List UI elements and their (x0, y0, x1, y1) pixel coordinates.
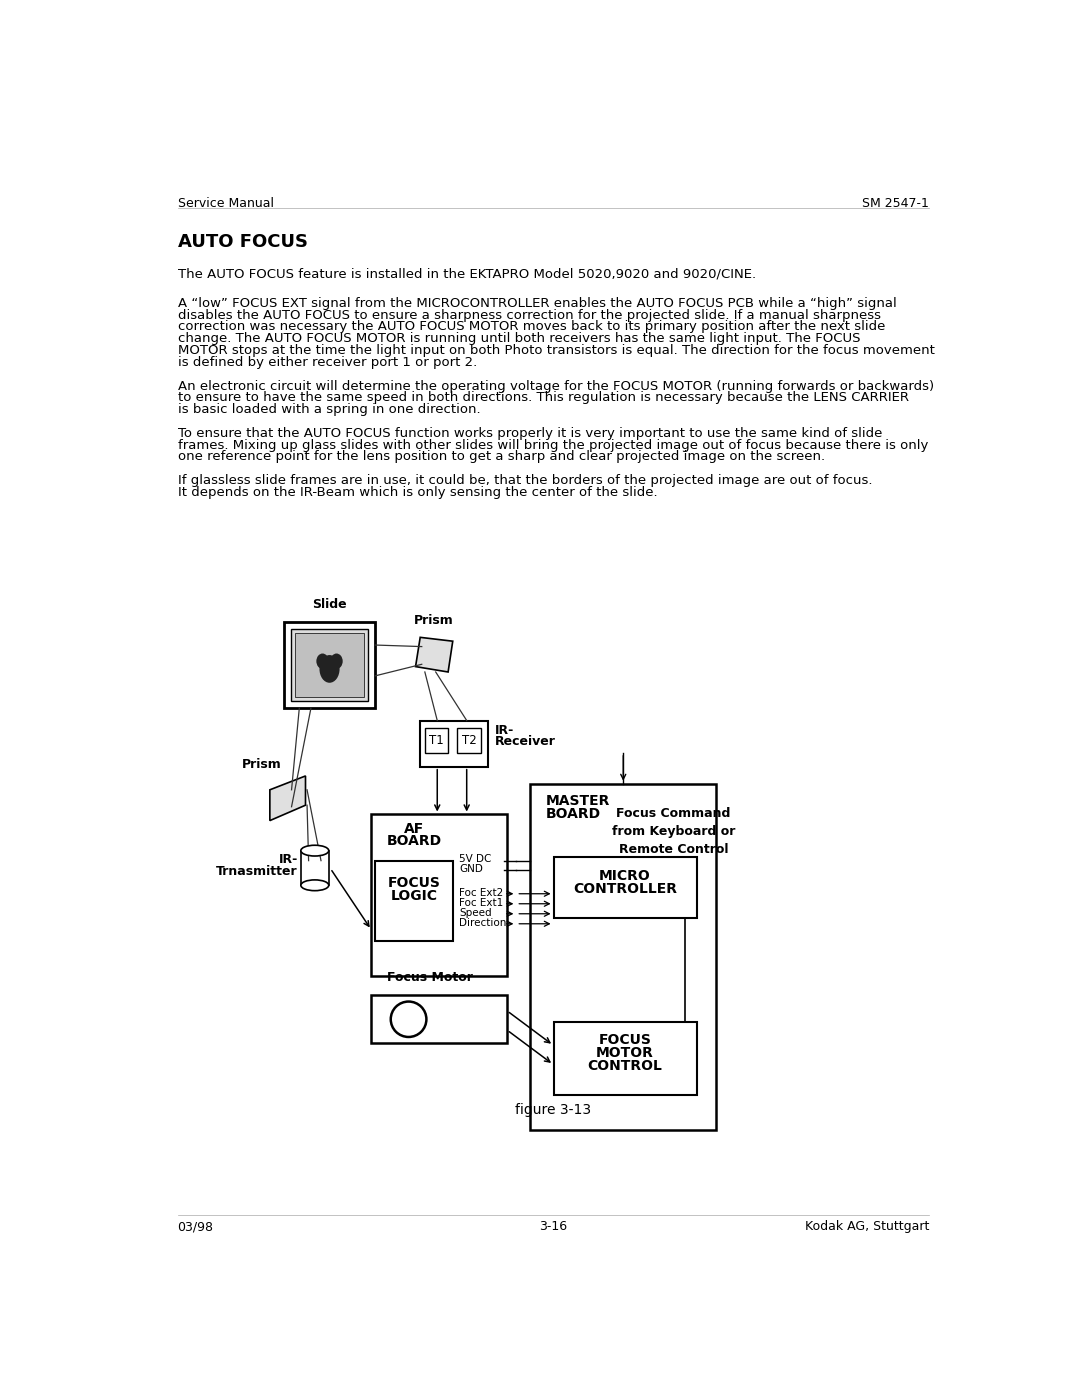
Text: AF: AF (404, 823, 424, 837)
Text: CONTROL: CONTROL (588, 1059, 662, 1073)
Text: T2: T2 (461, 733, 476, 747)
Text: M: M (400, 1010, 418, 1028)
Text: Trnasmitter: Trnasmitter (216, 865, 298, 877)
Bar (424, 728, 448, 753)
Text: BOARD: BOARD (545, 806, 600, 821)
Text: An electronic circuit will determine the operating voltage for the FOCUS MOTOR (: An electronic circuit will determine the… (177, 380, 934, 393)
Text: CONTROLLER: CONTROLLER (572, 882, 677, 897)
Text: 3-16: 3-16 (539, 1220, 568, 1234)
Text: A “low” FOCUS EXT signal from the MICROCONTROLLER enables the AUTO FOCUS PCB whi: A “low” FOCUS EXT signal from the MICROC… (177, 298, 896, 310)
Text: Service Manual: Service Manual (177, 197, 273, 210)
Text: 5V DC: 5V DC (459, 855, 491, 865)
Ellipse shape (330, 654, 342, 669)
Text: Slide: Slide (312, 598, 347, 610)
Text: Foc Ext2: Foc Ext2 (459, 887, 503, 898)
Bar (372, 996, 507, 1044)
Ellipse shape (328, 671, 337, 680)
Text: is defined by either receiver port 1 or port 2.: is defined by either receiver port 1 or … (177, 355, 477, 369)
Text: It depends on the IR-Beam which is only sensing the center of the slide.: It depends on the IR-Beam which is only … (177, 486, 658, 499)
Text: Prism: Prism (415, 613, 454, 627)
Text: Direction: Direction (459, 918, 507, 928)
Text: change. The AUTO FOCUS MOTOR is running until both receivers has the same light : change. The AUTO FOCUS MOTOR is running … (177, 332, 860, 345)
Ellipse shape (320, 655, 339, 683)
Text: Speed: Speed (459, 908, 491, 918)
Ellipse shape (316, 654, 328, 669)
Bar (530, 784, 716, 1130)
Text: to ensure to have the same speed in both directions. This regulation is necessar: to ensure to have the same speed in both… (177, 391, 908, 404)
Text: Kodak AG, Stuttgart: Kodak AG, Stuttgart (805, 1220, 930, 1234)
Text: Receiver: Receiver (495, 735, 555, 749)
Text: disables the AUTO FOCUS to ensure a sharpness correction for the projected slide: disables the AUTO FOCUS to ensure a shar… (177, 309, 880, 321)
Ellipse shape (323, 671, 330, 680)
Polygon shape (270, 775, 306, 820)
Text: FOCUS: FOCUS (388, 876, 441, 890)
Text: MASTER: MASTER (545, 795, 610, 809)
Text: FOCUS: FOCUS (598, 1034, 651, 1048)
Bar (291, 629, 368, 701)
Polygon shape (416, 637, 453, 672)
Text: MOTOR: MOTOR (596, 1046, 653, 1060)
Text: Prism: Prism (242, 759, 281, 771)
Text: Focus Command
from Keyboard or
Remote Control: Focus Command from Keyboard or Remote Co… (612, 806, 735, 856)
Text: one reference point for the lens position to get a sharp and clear projected ima: one reference point for the lens positio… (177, 450, 825, 464)
Text: Foc Ext1: Foc Ext1 (459, 898, 503, 908)
Text: LOGIC: LOGIC (391, 888, 437, 902)
Bar (554, 1023, 697, 1095)
Text: Focus Motor: Focus Motor (387, 971, 472, 983)
Text: correction was necessary the AUTO FOCUS MOTOR moves back to its primary position: correction was necessary the AUTO FOCUS … (177, 320, 885, 334)
Bar (375, 861, 453, 942)
Text: BOARD: BOARD (387, 834, 442, 848)
Text: 03/98: 03/98 (177, 1220, 214, 1234)
Ellipse shape (301, 845, 328, 856)
Circle shape (391, 1002, 427, 1037)
Text: MOTOR stops at the time the light input on both Photo transistors is equal. The : MOTOR stops at the time the light input … (177, 344, 934, 356)
Bar (284, 622, 375, 708)
Bar (554, 856, 697, 918)
Text: AUTO FOCUS: AUTO FOCUS (177, 233, 308, 251)
Bar (372, 814, 507, 977)
Text: IR-: IR- (279, 852, 298, 866)
Text: SM 2547-1: SM 2547-1 (863, 197, 930, 210)
Bar (458, 728, 481, 753)
Text: frames. Mixing up glass slides with other slides will bring the projected image : frames. Mixing up glass slides with othe… (177, 439, 928, 451)
Text: To ensure that the AUTO FOCUS function works properly it is very important to us: To ensure that the AUTO FOCUS function w… (177, 427, 882, 440)
Text: IR-: IR- (495, 724, 514, 736)
Text: MICRO: MICRO (599, 869, 650, 883)
Text: GND: GND (459, 863, 483, 873)
Ellipse shape (301, 880, 328, 891)
Text: The AUTO FOCUS feature is installed in the EKTAPRO Model 5020,9020 and 9020/CINE: The AUTO FOCUS feature is installed in t… (177, 268, 756, 281)
Text: T1: T1 (429, 733, 444, 747)
Text: If glassless slide frames are in use, it could be, that the borders of the proje: If glassless slide frames are in use, it… (177, 475, 873, 488)
Bar (420, 721, 488, 767)
Bar (295, 633, 364, 697)
Text: is basic loaded with a spring in one direction.: is basic loaded with a spring in one dir… (177, 402, 481, 416)
Text: figure 3-13: figure 3-13 (515, 1104, 592, 1118)
